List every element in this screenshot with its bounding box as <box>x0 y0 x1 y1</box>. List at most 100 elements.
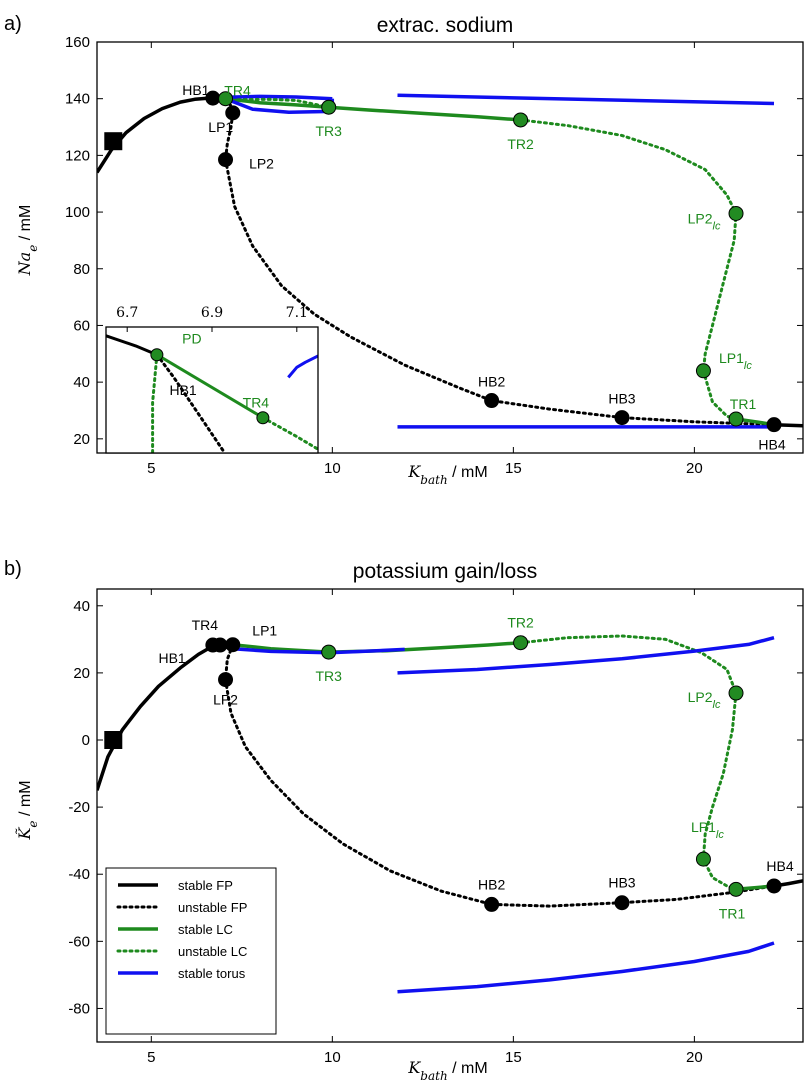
point-label-sub: lc <box>716 829 724 841</box>
curve-stable-torus-8 <box>224 97 333 115</box>
bifurcation-point-label: TR4 <box>224 83 251 99</box>
y-tick-label: -20 <box>68 799 90 816</box>
point-label-text: LP2 <box>249 156 274 172</box>
point-label-text: HB1 <box>158 650 185 666</box>
plot-frame <box>96 41 804 454</box>
y-tick-label: 40 <box>73 598 90 615</box>
y-tick-label: 0 <box>82 732 90 749</box>
point-label-sub: lc <box>713 699 721 711</box>
bifurcation-point-label: HB1 <box>182 82 209 98</box>
y-tick-label: 160 <box>65 34 90 51</box>
bifurcation-point-label: TR1 <box>730 396 757 412</box>
x-tick-label: 10 <box>324 460 341 477</box>
x-tick-label: 5 <box>147 1049 155 1066</box>
inset-curve-stable-torus-5 <box>287 354 318 379</box>
bifurcation-point-marker <box>225 105 241 121</box>
point-label-text: TR4 <box>224 83 251 99</box>
bifurcation-point-marker <box>218 91 234 107</box>
curves-layer <box>97 634 803 994</box>
point-label-text: HB3 <box>608 391 635 407</box>
panel-a-xlabel: Kbath / mM <box>407 462 487 487</box>
point-label-text: LP2 <box>213 692 238 708</box>
bifurcation-point-marker <box>728 881 744 897</box>
bifurcation-point-label: TR3 <box>315 123 342 139</box>
bifurcation-point-marker <box>766 417 782 433</box>
inset-tick-label: 7.1 <box>286 305 308 321</box>
y-tick-label: -80 <box>68 1000 90 1017</box>
legend-label-stable-fp: stable FP <box>178 878 233 893</box>
bifurcation-point-marker <box>218 672 234 688</box>
bifurcation-point-label: LP2lc <box>688 210 721 232</box>
panel-b-xlabel: Kbath / mM <box>407 1058 487 1080</box>
bifurcation-point-marker <box>321 644 337 660</box>
bifurcation-point-label: TR2 <box>507 136 534 152</box>
legend: stable FP unstable FP stable LC unstable LC… <box>105 867 277 1035</box>
curve-unstable-fp-2 <box>224 158 776 427</box>
legend-label-unstable-lc: unstable LC <box>178 944 247 959</box>
y-tick-label: -60 <box>68 933 90 950</box>
bifurcation-point-label: LP1lc <box>719 350 752 372</box>
inset: PD HB1 TR4 6.7 6.9 7.1 <box>105 305 319 454</box>
point-label-text: HB2 <box>478 374 505 390</box>
bifurcation-point-marker <box>321 99 337 115</box>
panel-b-ylabel: K̃e / mM <box>15 780 40 840</box>
curve-stable-torus-8 <box>397 941 775 994</box>
point-label-text: HB1 <box>182 82 209 98</box>
bifurcation-point-marker <box>484 393 500 409</box>
inset-point-label: TR4 <box>243 395 270 411</box>
inset-curve-unstable-fp-1 <box>155 353 227 453</box>
bifurcation-point-label: HB1 <box>158 650 185 666</box>
y-tick-label: 20 <box>73 431 90 448</box>
y-tick-label: 100 <box>65 204 90 221</box>
curve-stable-torus-7 <box>225 94 333 101</box>
y-tick-label: 20 <box>73 665 90 682</box>
bifurcation-point-marker <box>513 635 529 651</box>
panel-b-potassium-gain-loss: b) potassium gain/loss TR4 HB1 LP1 LP2 TR3 TR… <box>4 558 804 1080</box>
bifurcation-point-marker <box>728 685 744 701</box>
bifurcation-point-marker <box>218 152 234 168</box>
point-label-text: HB2 <box>478 876 505 892</box>
curve-unstable-fp-1 <box>224 643 776 908</box>
inset-point-marker <box>256 411 270 425</box>
panel-b-label: b) <box>4 558 22 580</box>
point-label-sub: lc <box>713 220 721 232</box>
point-label-text: TR2 <box>507 615 534 631</box>
curve-stable-torus-11 <box>397 93 775 106</box>
bifurcation-point-label: HB3 <box>608 875 635 891</box>
inset-curve-stable-fp-0 <box>106 334 158 357</box>
bifurcation-point-marker <box>695 363 711 379</box>
curve-stable-torus-7 <box>397 636 775 675</box>
x-tick-label: 15 <box>505 1049 522 1066</box>
panel-a-extrac-sodium: a) extrac. sodium HB1 TR4LP1LP2TR3TR2LP2l… <box>4 13 804 487</box>
x-tick-label: 15 <box>505 460 522 477</box>
y-tick-label: 140 <box>65 91 90 108</box>
bifurcation-point-marker <box>484 896 500 912</box>
inset-point-marker <box>150 348 164 362</box>
point-label-text: HB4 <box>766 858 793 874</box>
curve-unstable-lc-10 <box>236 97 331 109</box>
point-label-text: TR1 <box>719 905 746 921</box>
point-label-text: TR1 <box>730 396 757 412</box>
bifurcation-point-label: TR2 <box>507 615 534 631</box>
bifurcation-point-label: HB4 <box>766 858 793 874</box>
bifurcation-point-marker <box>766 878 782 894</box>
bifurcation-point-label: HB2 <box>478 876 505 892</box>
bifurcation-point-marker <box>728 411 744 427</box>
bifurcation-point-label: LP1 <box>208 119 233 135</box>
bifurcation-point-label: TR1 <box>719 905 746 921</box>
panel-b-title: potassium gain/loss <box>353 560 537 583</box>
inset-curve-unstable-lc-4 <box>261 416 318 451</box>
y-tick-label: 40 <box>73 374 90 391</box>
inset-curves <box>106 334 318 453</box>
point-label-text: LP1 <box>252 623 277 639</box>
legend-box <box>105 867 277 1035</box>
curves-layer <box>97 93 803 429</box>
panel-a-title: extrac. sodium <box>377 14 514 37</box>
inset-curve-unstable-lc-2 <box>151 353 159 453</box>
point-label-sub: lc <box>744 360 752 372</box>
point-label-text: LP1 <box>208 119 233 135</box>
bifurcation-point-label: LP2 <box>213 692 238 708</box>
